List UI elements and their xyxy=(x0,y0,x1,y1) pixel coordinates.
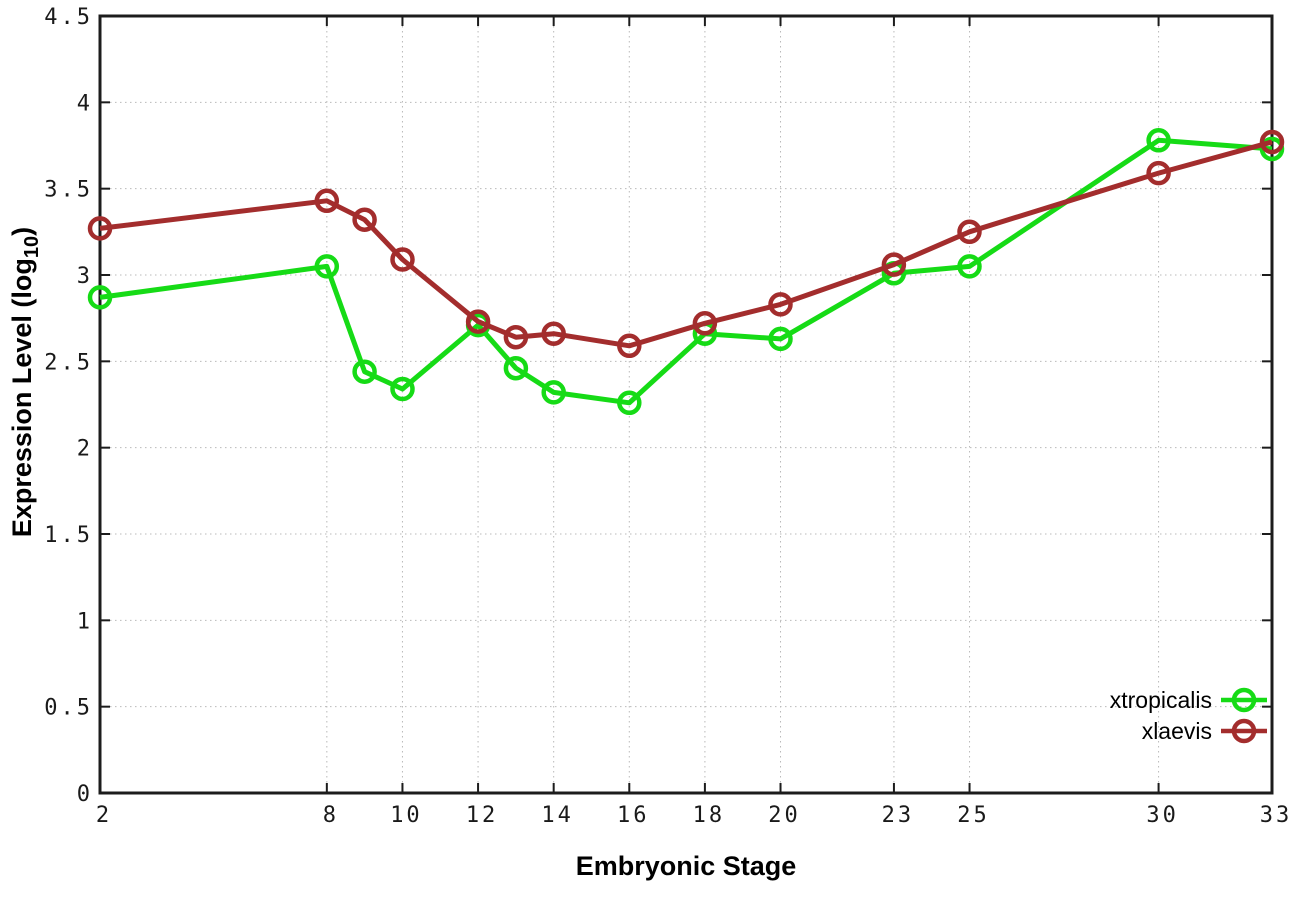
point-xlaevis-stage-25 xyxy=(957,219,982,245)
point-xtropicalis-stage-25 xyxy=(957,254,982,279)
y-tick-label-4.5: 4.5 xyxy=(44,5,93,30)
point-xtropicalis-stage-16 xyxy=(617,390,642,416)
x-tick-label-8: 8 xyxy=(323,803,339,828)
point-xtropicalis-stage-14 xyxy=(541,380,566,405)
point-xtropicalis-stage-8 xyxy=(314,254,340,279)
x-tick-label-14: 14 xyxy=(541,803,574,828)
x-tick-label-23: 23 xyxy=(882,803,915,828)
point-xlaevis-stage-33 xyxy=(1259,129,1285,155)
series-xtropicalis xyxy=(87,128,1285,416)
point-xlaevis-stage-13 xyxy=(503,324,529,350)
x-tick-label-16: 16 xyxy=(617,803,650,828)
point-xlaevis-stage-12 xyxy=(465,309,491,334)
x-axis-title: Embryonic Stage xyxy=(576,851,797,881)
plot-border xyxy=(98,14,1274,795)
point-xlaevis-stage-23 xyxy=(881,252,907,277)
y-tick-label-3.5: 3.5 xyxy=(44,178,93,203)
x-tick-label-2: 2 xyxy=(96,803,112,828)
point-xlaevis-stage-10 xyxy=(390,247,415,272)
y-tick-label-2: 2 xyxy=(77,437,93,462)
x-tick-label-12: 12 xyxy=(466,803,499,828)
point-xlaevis-stage-8 xyxy=(314,188,340,214)
point-xlaevis-stage-2 xyxy=(87,216,113,241)
line-xtropicalis xyxy=(99,137,1273,406)
x-tick-label-33: 33 xyxy=(1260,803,1293,828)
line-xlaevis xyxy=(99,139,1273,349)
axes: 2 8 10 12 14 16 18 20 23 25 30 33 0 0.5 1 1.5 2 2.5 3 3.5 4 4… xyxy=(44,5,1293,828)
legend-entry-xtropicalis: xtropicalis xyxy=(1110,687,1267,713)
point-xtropicalis-stage-9 xyxy=(352,359,377,384)
y-tick-label-1: 1 xyxy=(77,609,93,634)
y-tick-label-1.5: 1.5 xyxy=(44,523,93,548)
x-tick-label-18: 18 xyxy=(693,803,726,828)
point-xlaevis-stage-20 xyxy=(768,292,793,317)
legend-marker-xlaevis xyxy=(1231,718,1257,744)
point-xlaevis-stage-9 xyxy=(352,207,377,232)
point-xtropicalis-stage-2 xyxy=(87,285,113,310)
y-axis-title: Expression Level (log10) xyxy=(7,227,43,537)
y-tick-label-0.5: 0.5 xyxy=(44,696,93,721)
y-tick-label-4: 4 xyxy=(77,91,93,116)
y-tick-label-0: 0 xyxy=(77,782,93,807)
gridlines xyxy=(100,16,1272,793)
point-xtropicalis-stage-20 xyxy=(768,326,793,352)
x-tick-label-30: 30 xyxy=(1146,803,1179,828)
point-xlaevis-stage-16 xyxy=(617,333,642,359)
point-xtropicalis-stage-10 xyxy=(390,376,415,402)
x-tick-label-25: 25 xyxy=(957,803,990,828)
point-xtropicalis-stage-30 xyxy=(1146,128,1171,153)
x-tick-label-20: 20 xyxy=(768,803,801,828)
x-tick-label-10: 10 xyxy=(390,803,423,828)
legend-label-xlaevis: xlaevis xyxy=(1142,718,1212,744)
point-xlaevis-stage-18 xyxy=(692,311,718,336)
legend-entry-xlaevis: xlaevis xyxy=(1142,718,1267,744)
legend-marker-xtropicalis xyxy=(1231,687,1257,713)
point-xlaevis-stage-30 xyxy=(1146,160,1171,186)
point-xtropicalis-stage-13 xyxy=(503,355,529,381)
legend-label-xtropicalis: xtropicalis xyxy=(1110,687,1212,713)
legend: xtropicalis xlaevis xyxy=(1110,687,1267,744)
series-xlaevis xyxy=(87,129,1285,359)
data-series xyxy=(87,128,1285,416)
point-xlaevis-stage-14 xyxy=(541,321,566,346)
y-tick-label-2.5: 2.5 xyxy=(44,350,93,375)
y-tick-label-3: 3 xyxy=(77,264,93,289)
